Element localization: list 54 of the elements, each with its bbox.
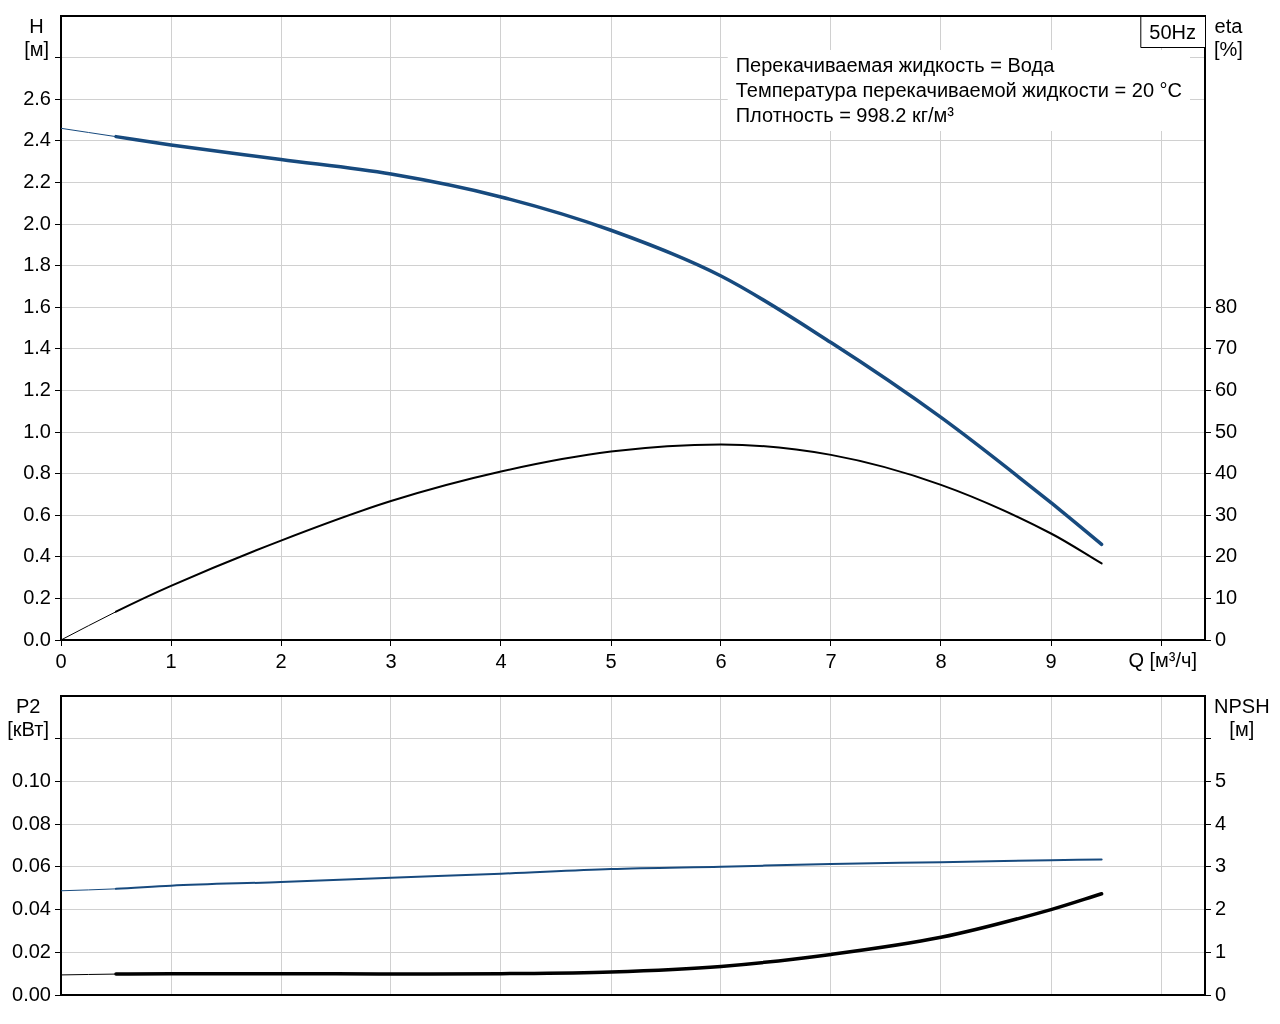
y2-tick-label: 10	[1215, 585, 1238, 608]
annotation: Перекачиваемая жидкость = Вода	[735, 54, 1056, 76]
x-tick-label: 4	[495, 649, 507, 672]
y2-axis-title: NPSH [м]	[1213, 695, 1270, 740]
y-tick-label: 1.0	[23, 419, 51, 442]
y2-tick-label: 0	[1215, 627, 1227, 650]
y2-tick-label: 80	[1215, 294, 1238, 317]
y-tick-label: 2.0	[23, 211, 51, 234]
y-tick-label: 0.0	[23, 627, 51, 650]
y2-tick-label: 2	[1215, 897, 1227, 920]
y2-tick-label: 60	[1215, 377, 1238, 400]
y-tick-label: 0.02	[12, 939, 51, 962]
y2-tick-label: 0	[1215, 982, 1227, 1005]
x-tick-label: 7	[825, 649, 837, 672]
y2-tick-label: 1	[1215, 939, 1227, 962]
y-tick-label: 0.6	[23, 502, 51, 525]
chart-title: 50Hz	[1149, 21, 1197, 43]
y2-tick-label: 70	[1215, 336, 1238, 359]
y-tick-label: 1.4	[23, 336, 51, 359]
x-tick-label: 1	[165, 649, 177, 672]
y2-tick-label: 4	[1215, 811, 1227, 834]
y-tick-label: 0.00	[12, 982, 51, 1005]
annotation: Плотность = 998.2 кг/м³	[735, 104, 955, 126]
y-axis-title: H [м]	[24, 15, 50, 60]
y-tick-label: 2.6	[23, 86, 51, 109]
y2-tick-label: 3	[1215, 854, 1227, 877]
x-tick-label: 9	[1045, 649, 1057, 672]
y2-tick-label: 20	[1215, 544, 1238, 567]
y-tick-label: 0.8	[23, 461, 51, 484]
x-tick-label: 2	[275, 649, 287, 672]
y-tick-label: 1.6	[23, 294, 51, 317]
y-axis-title: P2 [кВт]	[7, 695, 49, 740]
y-tick-label: 2.4	[23, 128, 51, 151]
y-tick-label: 0.2	[23, 585, 51, 608]
y-tick-label: 0.04	[12, 897, 51, 920]
y2-tick-label: 50	[1215, 419, 1238, 442]
y-tick-label: 1.8	[23, 253, 51, 276]
y-tick-label: 0.10	[12, 768, 51, 791]
annotation: Температура перекачиваемой жидкости = 20 °C	[735, 79, 1183, 101]
y2-tick-label: 5	[1215, 768, 1227, 791]
y2-tick-label: 30	[1215, 502, 1238, 525]
x-axis-title: Q [м³/ч]	[1128, 649, 1197, 671]
y2-axis-title: eta [%]	[1214, 15, 1244, 60]
y2-tick-label: 40	[1215, 461, 1238, 484]
y-tick-label: 0.06	[12, 854, 51, 877]
y-tick-label: 1.2	[23, 377, 51, 400]
y-tick-label: 0.08	[12, 811, 51, 834]
x-tick-label: 5	[605, 649, 617, 672]
y-tick-label: 2.2	[23, 169, 51, 192]
x-tick-label: 3	[385, 649, 397, 672]
x-tick-label: 0	[55, 649, 67, 672]
x-tick-label: 6	[715, 649, 727, 672]
y-tick-label: 0.4	[23, 544, 51, 567]
x-tick-label: 8	[935, 649, 947, 672]
